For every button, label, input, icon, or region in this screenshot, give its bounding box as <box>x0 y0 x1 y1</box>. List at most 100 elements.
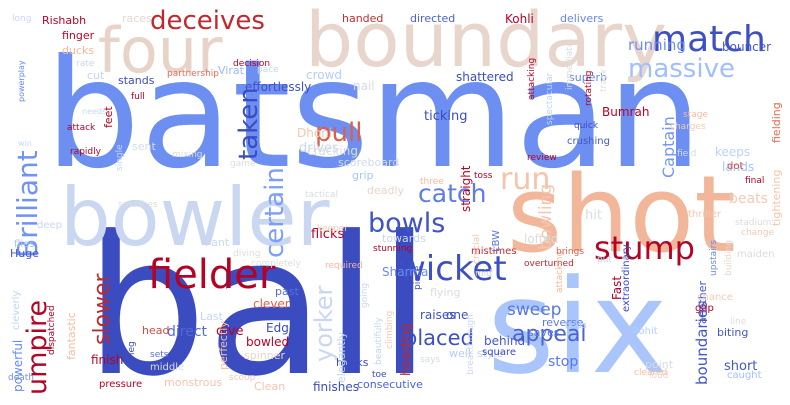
word-certain: certain <box>260 167 290 258</box>
word-going: going <box>360 282 370 308</box>
word-climbing: climbing <box>385 310 395 349</box>
word-perfectly: perfectly <box>217 321 230 370</box>
word-reverse: reverse <box>542 316 584 329</box>
word-full: full <box>131 92 145 102</box>
word-death: death <box>8 373 34 383</box>
word-dispatched: dispatched <box>47 305 57 355</box>
word-stands: stands <box>118 74 155 87</box>
word-ball: ball <box>85 196 432 405</box>
word-effortlessly: effortlessly <box>245 80 312 94</box>
word-dot: dot <box>727 161 744 172</box>
word-nail: nail <box>353 79 375 93</box>
word-rapidly: rapidly <box>70 147 101 157</box>
word-head: head <box>142 324 170 337</box>
word-bouncer: bouncer <box>722 40 772 54</box>
word-piece: piece <box>413 265 423 290</box>
word-elegantly: elegantly <box>335 331 348 383</box>
word-attack: attack <box>67 123 96 133</box>
word-attacking-2: attacking <box>527 57 537 100</box>
word-mistimes: mistimes <box>471 246 517 257</box>
word-powerful: powerful <box>11 339 25 392</box>
word-well: well <box>449 347 471 360</box>
word-pressure: pressure <box>99 379 143 390</box>
word-finds: finds <box>565 321 587 331</box>
word-sweep: sweep <box>507 300 562 320</box>
word-spinner: spinner <box>244 349 286 362</box>
word-running: running <box>628 36 686 54</box>
word-middle: middle <box>150 362 185 373</box>
word-quick: quick <box>574 121 599 131</box>
word-lofted: lofted <box>524 232 559 246</box>
word-thriller: thriller <box>688 209 721 220</box>
word-crushing: crushing <box>567 136 610 147</box>
word-game: game <box>230 159 256 169</box>
word-ducks: ducks <box>62 44 95 57</box>
word-flies: flies <box>14 239 35 250</box>
word-edge: Edge <box>266 321 297 335</box>
word-field: field <box>677 149 697 159</box>
word-brings: brings <box>556 247 585 257</box>
word-bowls: bowls <box>368 208 446 239</box>
word-kohli: Kohli <box>505 12 534 26</box>
word-directed: directed <box>410 12 456 25</box>
word-consecutive: consecutive <box>357 378 423 391</box>
word-cracking: cracking <box>307 144 358 158</box>
word-clever: clever <box>253 297 290 311</box>
word-rate: rate <box>76 59 95 69</box>
word-races: races <box>122 12 152 25</box>
word-crucial: crucial <box>472 234 482 264</box>
word-charges: charges <box>670 122 706 132</box>
word-delivers: delivers <box>560 12 604 25</box>
word-powerplay: powerplay <box>17 60 26 102</box>
word-sharma: Sharma <box>382 265 429 279</box>
word-direct: direct <box>167 324 208 340</box>
word-breakthrough: breakthrough <box>466 314 476 375</box>
word-scoop: scoop <box>229 373 256 383</box>
word-required: required <box>325 261 363 271</box>
word-short: short <box>724 359 758 374</box>
word-sent: sent <box>132 140 156 153</box>
word-tactical: tactical <box>305 190 338 200</box>
word-saves: saves <box>528 326 560 339</box>
word-six: six <box>487 251 668 403</box>
word-keeper: keeper <box>317 224 348 234</box>
word-lands: lands <box>722 160 755 174</box>
word-fantastic: fantastic <box>65 312 78 360</box>
word-massive: massive <box>628 54 735 84</box>
word-taken: taken <box>234 87 264 160</box>
word-placed: placed <box>404 326 474 350</box>
word-immediate: immediate <box>565 41 575 90</box>
word-grip: grip <box>352 169 374 182</box>
word-clean: Clean <box>254 380 286 393</box>
word-flying: flying <box>430 286 461 299</box>
word-partnership: partnership <box>167 69 220 79</box>
word-overturned: overturned <box>524 259 574 269</box>
word-hooks: hooks <box>336 356 369 369</box>
word-smashes: smashes <box>118 200 158 210</box>
word-scoreboard: scoreboard <box>338 156 400 169</box>
word-shattered: shattered <box>456 70 514 84</box>
word-pace: pace <box>257 65 279 75</box>
word-behind: behind <box>484 334 526 348</box>
word-gap: gap <box>695 303 714 314</box>
word-decision: decision <box>233 59 271 69</box>
word-leg: leg <box>127 341 137 355</box>
word-long: long <box>12 14 32 24</box>
word-past: past <box>275 285 299 298</box>
word-boundary: boundary <box>305 0 668 84</box>
word-final: final <box>745 176 765 186</box>
word-change: change <box>741 228 775 238</box>
word-attacking: attacking <box>555 250 565 293</box>
word-lbw: LBW <box>491 230 502 252</box>
word-shot: shot <box>507 153 736 276</box>
word-handed: handed <box>342 12 384 25</box>
word-beats: beats <box>729 191 768 207</box>
word-cleared: cleared <box>634 368 668 378</box>
word-loud: loud <box>649 371 669 381</box>
word-toe: toe <box>372 370 387 380</box>
word-fielder: fielder <box>148 252 276 298</box>
word-deadly: deadly <box>367 184 405 197</box>
word-beautifully: beautifully <box>374 317 384 365</box>
word-rotating: rotating <box>584 70 594 107</box>
